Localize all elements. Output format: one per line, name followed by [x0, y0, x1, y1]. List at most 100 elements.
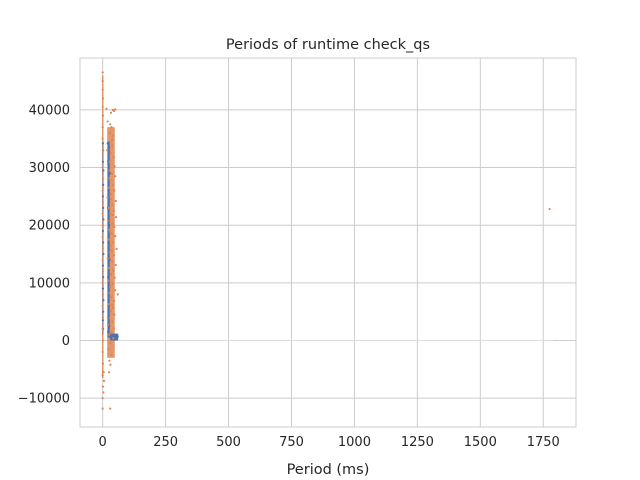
data-point [101, 247, 105, 250]
data-marks [101, 71, 554, 410]
data-point [111, 306, 115, 309]
data-point [101, 281, 104, 284]
data-point [101, 79, 104, 83]
data-point [111, 222, 114, 225]
data-point [102, 391, 105, 394]
data-point [109, 363, 112, 366]
data-point [101, 397, 104, 400]
data-point [101, 319, 105, 322]
data-point [112, 134, 115, 137]
data-point [101, 97, 105, 100]
data-point [112, 156, 115, 159]
data-point [101, 195, 105, 198]
data-point [112, 209, 115, 212]
data-point [105, 107, 108, 110]
chart-title: Periods of runtime check_qs [226, 37, 430, 53]
data-point [109, 310, 112, 313]
y-tick-label: −10000 [18, 392, 70, 407]
data-point [106, 149, 109, 152]
data-point [114, 108, 117, 111]
data-point [107, 146, 111, 149]
data-point [101, 327, 104, 331]
data-point [111, 183, 115, 186]
y-tick-label: 0 [62, 334, 70, 349]
data-point [109, 407, 112, 410]
data-point [109, 342, 112, 345]
plot-area [80, 58, 576, 427]
data-point [102, 183, 105, 186]
data-point [101, 160, 105, 163]
data-point [108, 292, 111, 295]
data-point [107, 304, 110, 308]
series-a-band-main [102, 141, 104, 335]
data-point [109, 111, 113, 114]
data-point [111, 282, 114, 286]
data-point [112, 268, 115, 271]
data-point [108, 230, 112, 233]
data-point [101, 137, 104, 140]
series-b-band-spread [107, 127, 115, 358]
data-point [106, 120, 109, 123]
data-point [106, 257, 109, 260]
data-point [102, 206, 105, 210]
data-point [107, 371, 111, 374]
data-point [112, 109, 116, 113]
data-point [114, 235, 117, 238]
data-point [107, 189, 110, 192]
data-point [101, 407, 104, 410]
data-point [107, 186, 111, 189]
data-point [110, 249, 113, 252]
data-point [114, 289, 117, 292]
x-axis-label: Period (ms) [287, 462, 370, 478]
x-tick-label: 1500 [464, 435, 497, 450]
data-point [111, 320, 114, 323]
data-point [108, 172, 111, 175]
data-point [111, 203, 114, 206]
data-point [110, 198, 113, 201]
data-point [101, 126, 104, 129]
data-point [114, 199, 117, 203]
data-point [107, 238, 110, 241]
x-tick-labels: 0 250 500 750 1000 1250 1500 1750 [99, 435, 560, 450]
data-point [101, 350, 104, 354]
data-point [107, 348, 110, 351]
y-tick-label: 20000 [29, 219, 70, 234]
data-point [102, 299, 105, 302]
data-point [102, 169, 105, 172]
y-tick-labels: −10000 0 10000 20000 30000 40000 [18, 103, 70, 406]
data-point [102, 371, 105, 374]
data-point [101, 149, 105, 152]
data-point [110, 330, 113, 333]
data-point [102, 218, 105, 221]
data-point [115, 247, 118, 250]
data-point [101, 224, 105, 227]
data-point [107, 206, 110, 210]
data-point [109, 244, 112, 248]
data-point [102, 275, 105, 279]
data-point [101, 105, 104, 109]
data-point [101, 374, 104, 377]
data-point [107, 241, 110, 244]
data-point [106, 196, 109, 199]
data-point [101, 304, 104, 308]
data-point [101, 166, 104, 169]
data-point [548, 207, 551, 211]
data-point [107, 279, 110, 282]
data-point [114, 216, 118, 219]
data-point [109, 152, 112, 155]
data-point [111, 144, 114, 147]
data-point [101, 339, 105, 342]
data-point [101, 142, 105, 145]
x-tick-label: 1000 [338, 435, 371, 450]
data-point [111, 138, 114, 141]
data-point [101, 201, 105, 204]
x-tick-label: 0 [99, 435, 107, 450]
data-point [112, 327, 115, 330]
data-point [112, 299, 116, 302]
data-point [110, 232, 113, 235]
data-point [101, 362, 105, 365]
data-point [110, 296, 113, 299]
data-point [110, 126, 113, 129]
data-point [108, 258, 111, 261]
data-point [101, 264, 105, 267]
